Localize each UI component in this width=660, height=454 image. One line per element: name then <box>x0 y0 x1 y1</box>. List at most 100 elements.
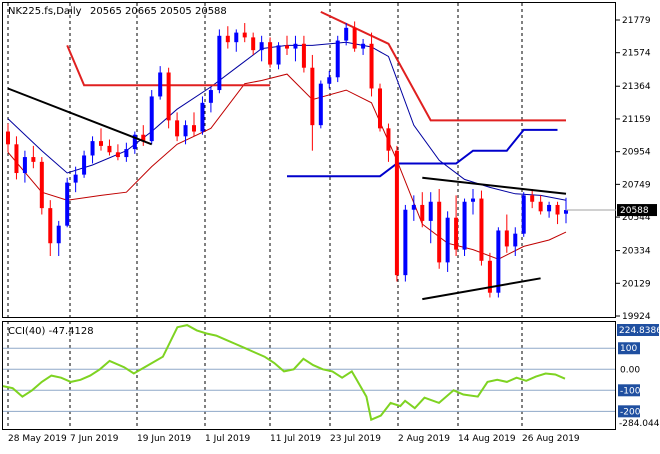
candle-body <box>251 37 256 51</box>
candle-body <box>99 141 103 146</box>
cci-tick-100: 100 <box>620 344 637 354</box>
candle-body <box>48 208 53 244</box>
candle-body <box>428 201 433 221</box>
candle-body <box>310 67 315 126</box>
candle-body <box>285 45 289 49</box>
y-tick-label: 21779 <box>622 16 651 26</box>
ohlc-header: 20565 20665 20505 20588 <box>90 6 227 17</box>
candle-body <box>564 210 568 214</box>
x-tick-label: 14 Aug 2019 <box>458 434 516 444</box>
cci-label: CCI(40) -47.4128 <box>8 326 94 337</box>
candle-body <box>411 204 416 210</box>
candle-body <box>318 83 323 126</box>
candle-body <box>293 43 298 49</box>
support-line <box>287 128 558 178</box>
candle-body <box>107 145 112 153</box>
cci-line <box>2 324 566 422</box>
y-tick-label: 21159 <box>622 115 651 125</box>
candle-body <box>14 144 19 174</box>
y-tick-label: 20954 <box>622 148 651 158</box>
y-tick-label: 20749 <box>622 180 651 190</box>
candle-body <box>132 134 137 150</box>
x-tick-label: 28 May 2019 <box>8 434 67 444</box>
cci-panel <box>2 321 616 430</box>
candle-body <box>6 131 10 145</box>
x-tick-label: 2 Aug 2019 <box>398 434 450 444</box>
candle-body <box>149 96 154 142</box>
candle-body <box>496 230 501 293</box>
candle-body <box>462 201 467 250</box>
candle-body <box>420 204 425 221</box>
cci-min-label: -284.044 <box>619 419 660 429</box>
candle-body <box>327 77 332 84</box>
price-panel <box>2 2 616 318</box>
candle-body <box>242 32 247 38</box>
candle-body <box>504 230 509 247</box>
candle-body <box>56 225 61 244</box>
candle-body <box>39 161 44 209</box>
y-tick-label: 20544 <box>622 213 651 223</box>
candle-body <box>115 152 120 158</box>
candle-body <box>479 198 484 261</box>
candle-body <box>276 45 281 65</box>
chart-title: NK225.fs,Daily <box>8 6 82 17</box>
candle-body <box>166 72 171 121</box>
trend-line <box>7 87 153 146</box>
candle-body <box>378 88 382 129</box>
candle-body <box>141 134 146 142</box>
cci-tick-minus200-box <box>618 405 640 418</box>
candle-body <box>369 43 374 89</box>
candle-body <box>73 174 78 183</box>
candle-body <box>65 182 70 226</box>
candle-body <box>234 32 239 43</box>
candle-body <box>90 141 95 156</box>
candle-body <box>208 90 213 103</box>
candle-body <box>454 217 459 250</box>
cci-tick-minus100: -100 <box>620 386 641 396</box>
x-tick-label: 11 Jul 2019 <box>270 434 321 444</box>
candle-body <box>344 27 349 41</box>
candle-body <box>487 260 492 293</box>
candle-body <box>547 204 552 212</box>
trend-line <box>422 277 541 301</box>
candle-body <box>403 209 408 276</box>
candle-body <box>538 201 543 212</box>
candle-body <box>82 155 87 175</box>
bollinger-lower-line <box>7 73 567 260</box>
candle-body <box>192 125 196 132</box>
candle-body <box>217 35 222 91</box>
candle-body <box>31 157 36 162</box>
candle-body <box>352 27 357 49</box>
x-tick-label: 26 Aug 2019 <box>522 434 580 444</box>
cci-tick-minus100-box <box>618 384 640 397</box>
cci-max-box <box>617 324 659 336</box>
candle-body <box>386 128 391 151</box>
candle-body <box>158 72 163 97</box>
candle-body <box>200 102 205 132</box>
x-tick-label: 23 Jul 2019 <box>330 434 381 444</box>
last-price-label: 20588 <box>620 206 649 216</box>
candle-body <box>225 35 230 43</box>
candle-body <box>361 43 366 49</box>
trend-line <box>422 176 567 195</box>
x-tick-label: 7 Jun 2019 <box>70 434 119 444</box>
candle-body <box>521 195 526 234</box>
resistance-line <box>66 45 271 87</box>
candle-body <box>555 204 560 215</box>
candle-body <box>437 201 442 263</box>
candle-body <box>183 125 188 137</box>
candle-body <box>471 198 475 202</box>
y-tick-label: 20129 <box>622 279 651 289</box>
cci-max-label: 224.8386 <box>619 326 660 336</box>
candle-body <box>22 157 27 174</box>
candle-body <box>394 150 399 276</box>
y-tick-label: 20334 <box>622 247 651 257</box>
candle-body <box>301 43 306 68</box>
cci-tick-100-box <box>618 342 640 355</box>
candle-body <box>445 217 450 263</box>
y-tick-label: 19924 <box>622 312 651 322</box>
cci-tick-minus200: -200 <box>620 407 641 417</box>
candle-body <box>530 195 535 202</box>
